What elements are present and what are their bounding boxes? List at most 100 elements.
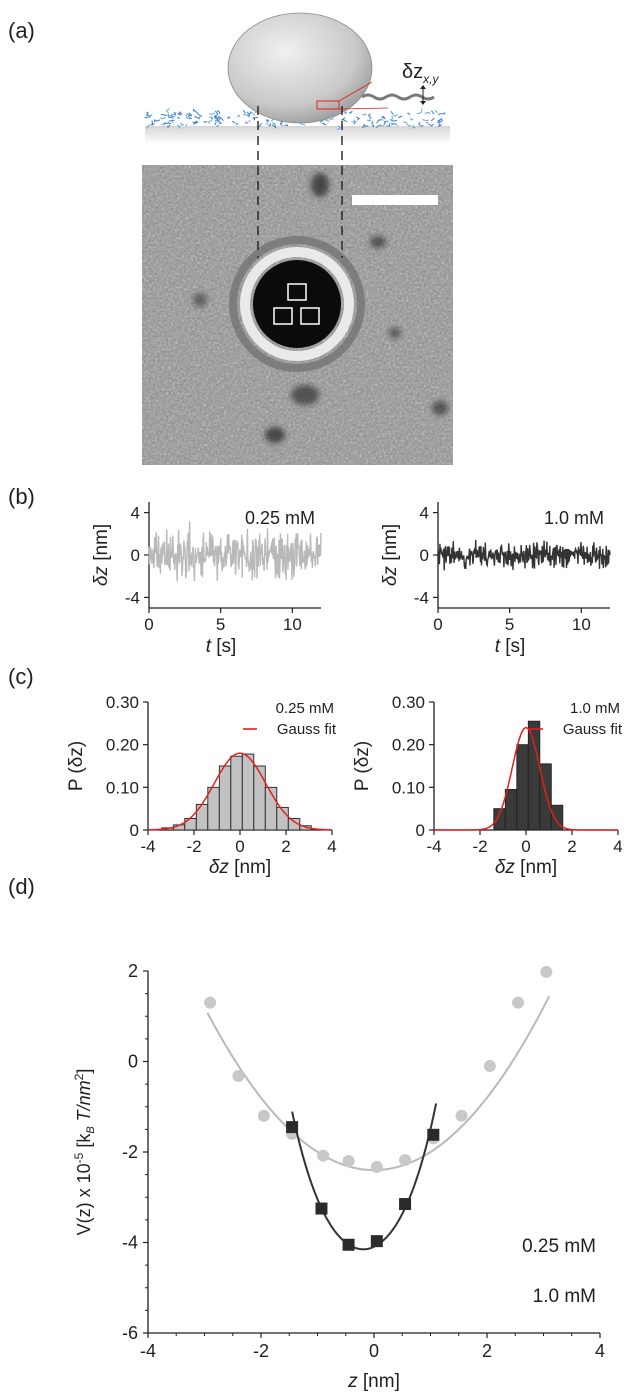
brush-chain — [424, 111, 431, 115]
brush-chain — [176, 124, 181, 129]
brush-chain — [430, 117, 435, 122]
c-left-y-label: P (δz) — [66, 741, 87, 791]
d-point-10mm — [427, 1128, 440, 1141]
zoom-line-top — [338, 81, 373, 102]
c-left-hist-bar — [230, 755, 243, 831]
brush-chain — [353, 121, 357, 125]
brush-chain — [412, 125, 416, 129]
b-right-x-label: t [s] — [495, 636, 526, 657]
brush-chain — [167, 124, 171, 129]
brush-chain — [167, 114, 173, 119]
brush-chain — [192, 120, 199, 125]
brush-chain — [329, 117, 334, 121]
brush-chain — [434, 109, 438, 113]
brush-chain — [245, 121, 249, 124]
brush-chain — [443, 112, 446, 116]
brush-chain — [151, 123, 155, 126]
brush-chain — [187, 115, 192, 120]
brush-chain — [383, 121, 386, 126]
brush-chain — [409, 117, 414, 121]
d-legend-10mm: 1.0 mM — [533, 1286, 596, 1307]
c-right-y-label: P (δz) — [352, 741, 373, 791]
c-left-hist-bar — [207, 786, 220, 831]
brush-chain — [268, 123, 272, 127]
brush-chain — [280, 122, 283, 127]
brush-chain — [194, 116, 201, 119]
fluctuation-arrowheads — [420, 85, 426, 105]
brush-chain — [147, 113, 153, 117]
brush-chain — [146, 111, 149, 116]
brush-chain — [160, 117, 166, 120]
c-right-x-label: δz [nm] — [495, 857, 557, 878]
d-y-tick-label: -2 — [122, 1142, 138, 1162]
d-point-025mm — [399, 1154, 412, 1167]
brush-chain — [351, 119, 356, 123]
brush-chain — [361, 113, 367, 116]
panel-a-figure: δzx,y — [142, 12, 453, 465]
d-fit-line-025mm — [206, 995, 551, 1172]
brush-chain — [252, 117, 256, 121]
d-point-025mm — [204, 996, 217, 1009]
brush-chain — [165, 108, 170, 114]
d-x-tick-label: 2 — [482, 1341, 492, 1361]
d-y-tick-label: -4 — [122, 1233, 138, 1253]
c-left-y-tick-label: 0 — [130, 821, 139, 840]
b-right-y-label: δz [nm] — [380, 524, 401, 586]
brush-chain — [437, 118, 441, 124]
brush-chain — [343, 111, 348, 115]
roi-box-top — [287, 283, 307, 301]
delta-z-annotation: δzx,y — [402, 61, 439, 86]
brush-chain — [210, 117, 214, 122]
c-left-x-tick-label: -2 — [186, 837, 201, 856]
brush-chain — [219, 122, 223, 125]
c-right-legend-fit-label: Gauss fit — [563, 721, 623, 738]
d-point-10mm — [342, 1238, 355, 1251]
c-left-x-label: δz [nm] — [209, 857, 271, 878]
c-right-x-tick-label: 2 — [567, 837, 576, 856]
rics-image — [142, 165, 453, 465]
brush-chain — [407, 112, 411, 116]
d-point-10mm — [315, 1202, 328, 1215]
c-right-y-tick-label: 0 — [416, 821, 425, 840]
brush-chain — [216, 118, 220, 123]
brush-chain — [370, 121, 374, 126]
d-point-025mm — [540, 965, 553, 978]
brush-chain — [242, 109, 246, 114]
b-right-x-tick-label: 0 — [433, 615, 442, 634]
brush-chain — [214, 110, 219, 117]
brush-chain — [160, 113, 168, 116]
brush-chain — [341, 117, 346, 121]
brush-chain — [437, 123, 442, 128]
brush-chain — [397, 115, 403, 119]
brush-chain — [227, 116, 231, 120]
d-point-025mm — [512, 996, 525, 1009]
c-right-gauss-fit-line — [434, 726, 618, 831]
brush-chain — [265, 123, 269, 125]
c-right-hist-bar — [527, 720, 541, 831]
d-point-025mm — [317, 1149, 330, 1162]
c-left-y-tick-label: 0.10 — [106, 778, 139, 797]
brush-chain — [173, 112, 177, 116]
d-point-025mm — [370, 1160, 383, 1173]
panel-label-d: (d) — [8, 874, 35, 899]
b-left-y-tick-label: 4 — [131, 504, 140, 523]
brush-chain — [216, 124, 219, 128]
brush-chain — [372, 124, 375, 128]
brush-chain — [416, 111, 423, 115]
brush-chain — [216, 110, 221, 114]
c-right-x-tick-label: 0 — [521, 837, 530, 856]
d-fit-line-10mm — [291, 1103, 438, 1251]
brush-chain — [367, 118, 371, 122]
b-right-y-tick-label: -4 — [414, 588, 429, 607]
brush-chain — [177, 113, 182, 116]
brush-chain — [284, 124, 289, 127]
brush-chain — [185, 123, 187, 127]
b-left-y-tick-label: 0 — [131, 546, 140, 565]
b-left-y-tick-label: -4 — [125, 588, 140, 607]
brush-chain — [418, 121, 421, 126]
brush-chain — [390, 122, 398, 127]
brush-chain — [403, 121, 408, 124]
